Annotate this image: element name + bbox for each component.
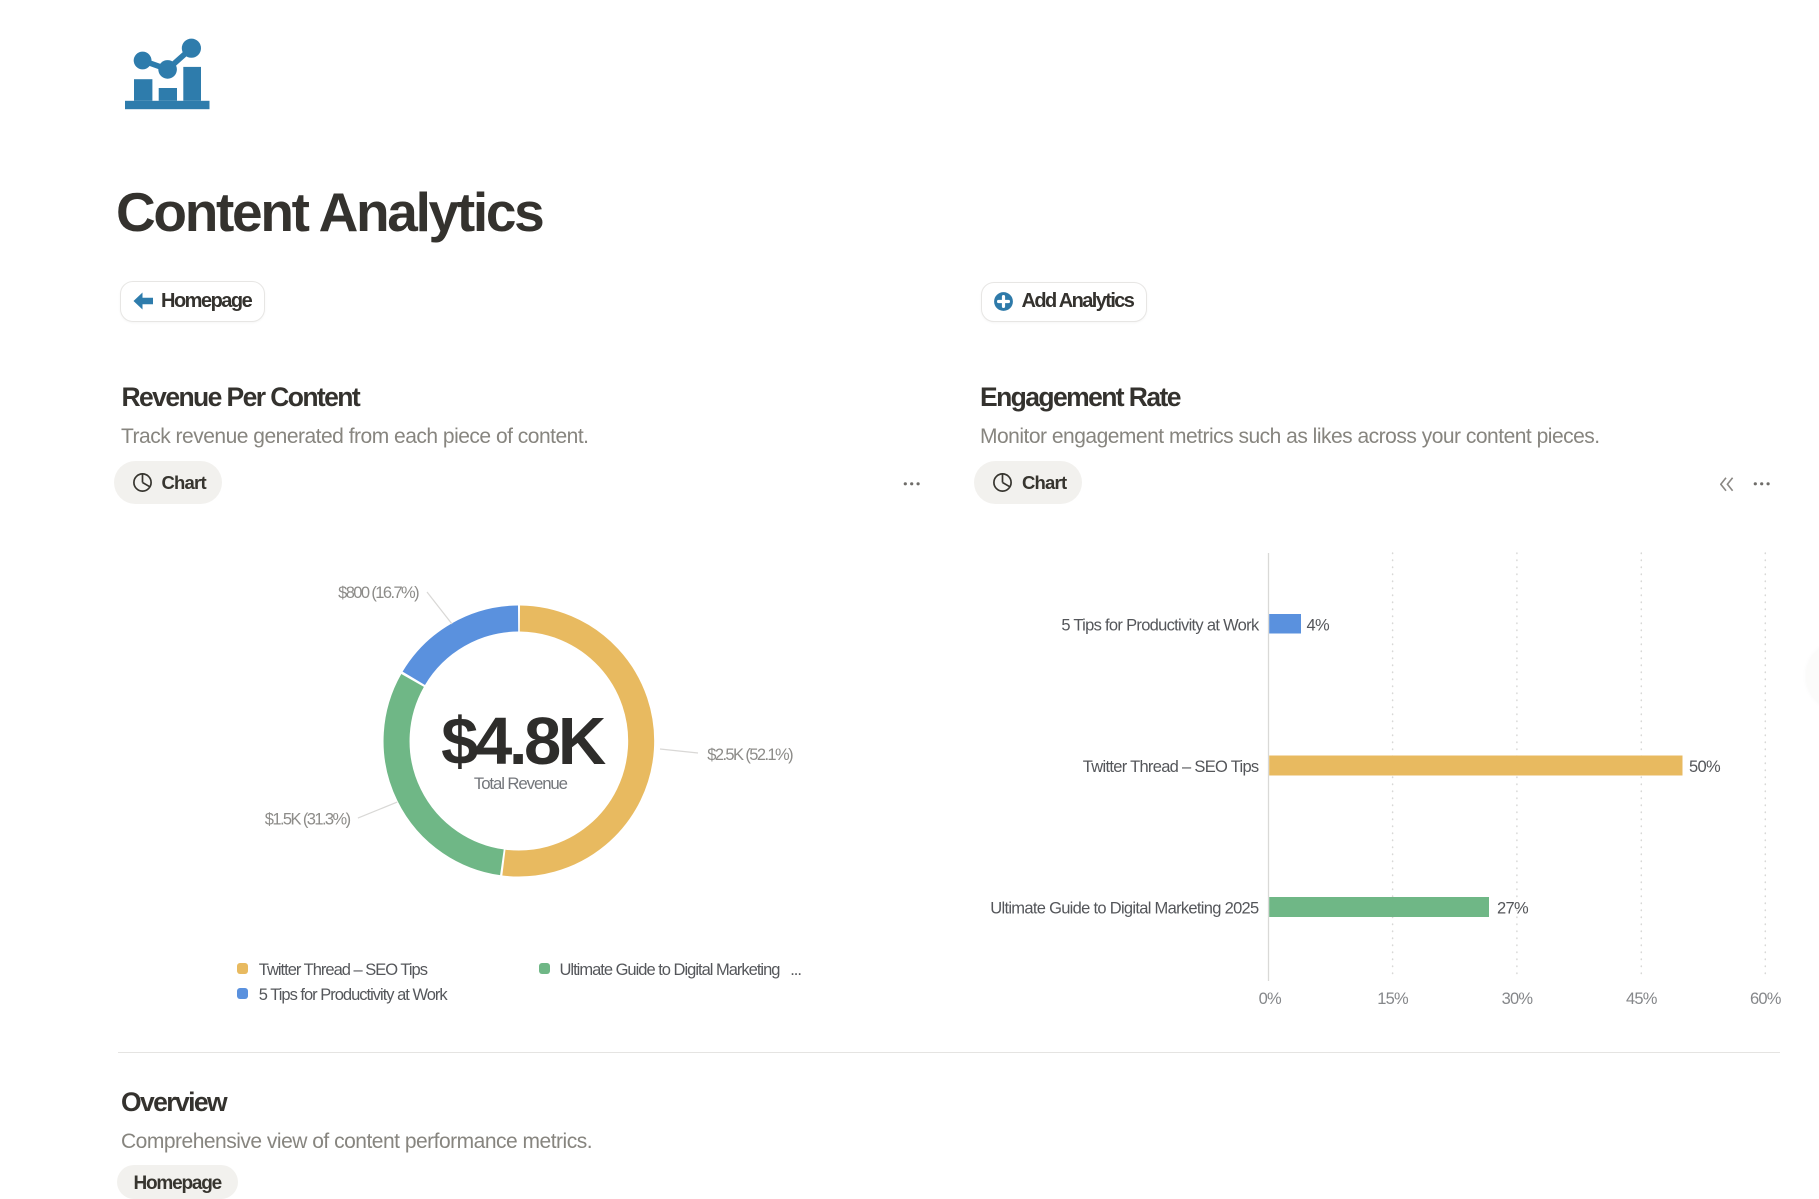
svg-text:$2.5K (52.1%): $2.5K (52.1%) <box>707 746 793 764</box>
svg-text:27%: 27% <box>1497 899 1529 917</box>
svg-text:Total Revenue: Total Revenue <box>474 774 568 793</box>
svg-text:45%: 45% <box>1626 990 1658 1008</box>
svg-text:$800 (16.7%): $800 (16.7%) <box>338 584 419 602</box>
svg-text:$1.5K (31.3%): $1.5K (31.3%) <box>265 811 351 829</box>
svg-text:5 Tips for Productivity at Wor: 5 Tips for Productivity at Work <box>1061 616 1260 634</box>
svg-text:$4.8K: $4.8K <box>441 704 606 779</box>
svg-text:30%: 30% <box>1502 990 1534 1008</box>
svg-text:4%: 4% <box>1307 616 1330 634</box>
svg-text:60%: 60% <box>1750 990 1782 1008</box>
svg-text:Twitter Thread – SEO Tips: Twitter Thread – SEO Tips <box>1083 758 1259 776</box>
svg-text:50%: 50% <box>1689 758 1721 776</box>
svg-text:15%: 15% <box>1377 990 1409 1008</box>
svg-text:Ultimate Guide to Digital Mark: Ultimate Guide to Digital Marketing 2025 <box>990 899 1259 917</box>
svg-text:0%: 0% <box>1259 990 1282 1008</box>
